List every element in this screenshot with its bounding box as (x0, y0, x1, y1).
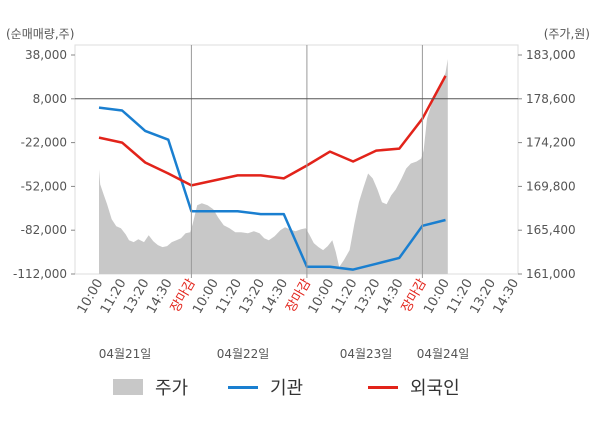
series-line-0 (98, 106, 446, 271)
right-tick-label: 178,600 (526, 92, 576, 106)
legend-item-foreign: 외국인 (368, 372, 460, 402)
right-tick-label: 174,200 (526, 136, 576, 150)
legend-swatch-foreign (368, 385, 398, 389)
price-area (99, 59, 448, 274)
left-tick-label: -82,000 (21, 223, 67, 237)
left-tick-label: -22,000 (21, 136, 67, 150)
right-tick-label: 183,000 (526, 48, 576, 62)
left-tick-label: 38,000 (25, 48, 67, 62)
right-axis-unit: (주가,원) (544, 27, 590, 41)
legend-swatch-price (113, 379, 143, 395)
right-tick-label: 169,800 (526, 179, 576, 193)
date-label: 04월22일 (217, 347, 270, 361)
legend-label-foreign: 외국인 (410, 378, 460, 399)
legend-item-price: 주가 (113, 372, 188, 402)
left-axis-unit: (순매매량,주) (6, 27, 74, 41)
legend-item-institution: 기관 (228, 372, 303, 402)
left-tick-label: 8,000 (33, 92, 67, 106)
investor-trend-chart: 38,000 8,000 -22,000 -52,000 -82,000 -112,000… (6, 27, 590, 361)
date-label: 04월23일 (340, 347, 393, 361)
date-label: 04월24일 (417, 347, 470, 361)
left-tick-label: -52,000 (21, 179, 67, 193)
price-area-layer (99, 59, 448, 274)
legend-label-institution: 기관 (270, 378, 304, 399)
series-line-1 (98, 75, 447, 187)
legend: 주가 기관 외국인 (0, 372, 600, 402)
legend-swatch-institution (228, 385, 258, 389)
left-tick-label: -112,000 (13, 267, 67, 281)
legend-label-price: 주가 (155, 378, 189, 399)
date-label: 04월21일 (99, 347, 152, 361)
right-tick-label: 165,400 (526, 223, 576, 237)
right-tick-label: 161,000 (526, 267, 576, 281)
